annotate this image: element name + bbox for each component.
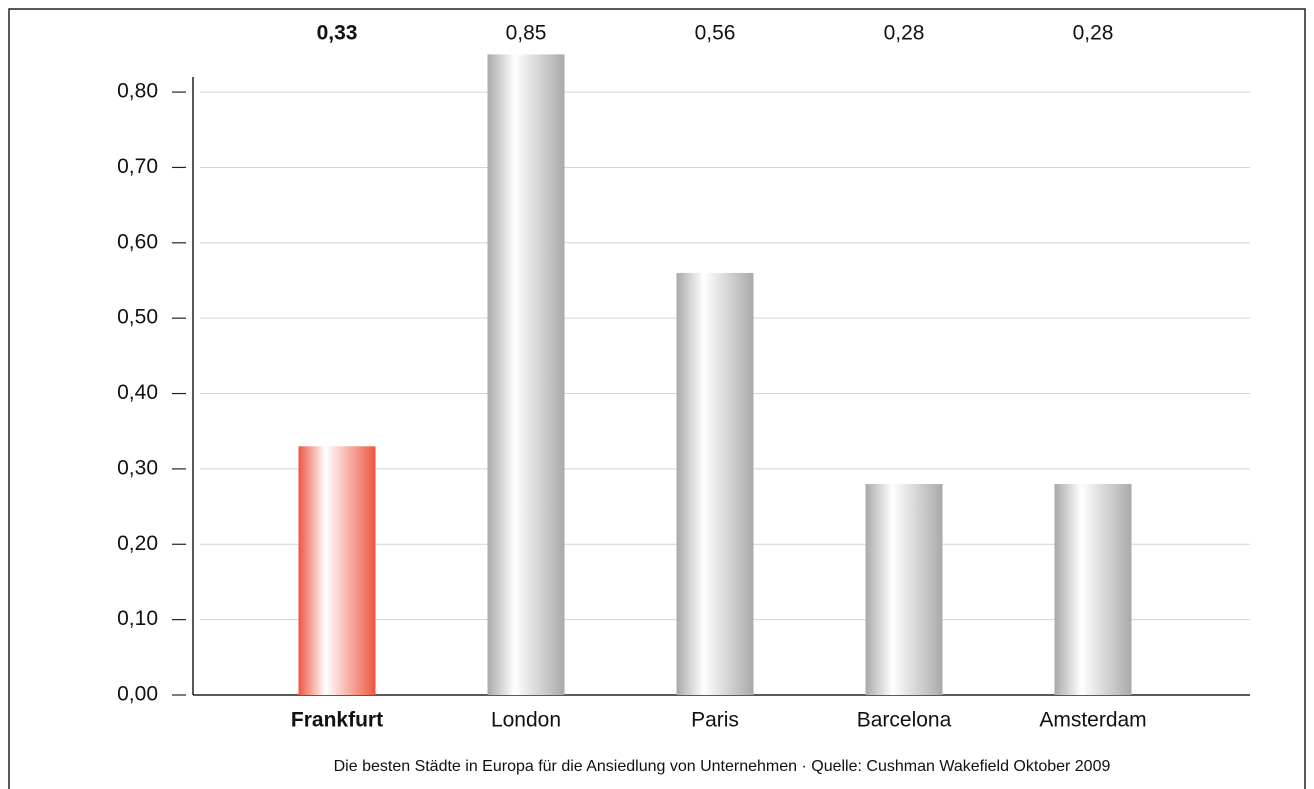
y-tick-label: 0,00	[117, 683, 158, 706]
y-tick-label: 0,60	[117, 230, 158, 253]
bar	[487, 54, 565, 695]
bar	[298, 446, 376, 695]
value-label: 0,85	[506, 22, 547, 45]
bar	[865, 483, 943, 695]
x-tick-label: London	[491, 709, 561, 732]
y-tick-label: 0,30	[117, 456, 158, 479]
value-label: 0,33	[317, 22, 358, 45]
x-tick-label: Paris	[691, 709, 739, 732]
frame	[8, 8, 1306, 789]
bar	[676, 272, 754, 695]
x-tick-label: Amsterdam	[1039, 709, 1146, 732]
bar	[1054, 483, 1132, 695]
y-tick-label: 0,20	[117, 532, 158, 555]
caption: Die besten Städte in Europa für die Ansi…	[334, 758, 1111, 775]
y-tick-label: 0,10	[117, 607, 158, 630]
y-tick-label: 0,40	[117, 381, 158, 404]
value-label: 0,56	[695, 22, 736, 45]
y-tick-label: 0,50	[117, 306, 158, 329]
x-tick-label: Barcelona	[857, 709, 952, 732]
y-tick-label: 0,70	[117, 155, 158, 178]
value-label: 0,28	[884, 22, 925, 45]
x-tick-label: Frankfurt	[291, 709, 383, 732]
y-tick-label: 0,80	[117, 80, 158, 103]
value-label: 0,28	[1073, 22, 1114, 45]
